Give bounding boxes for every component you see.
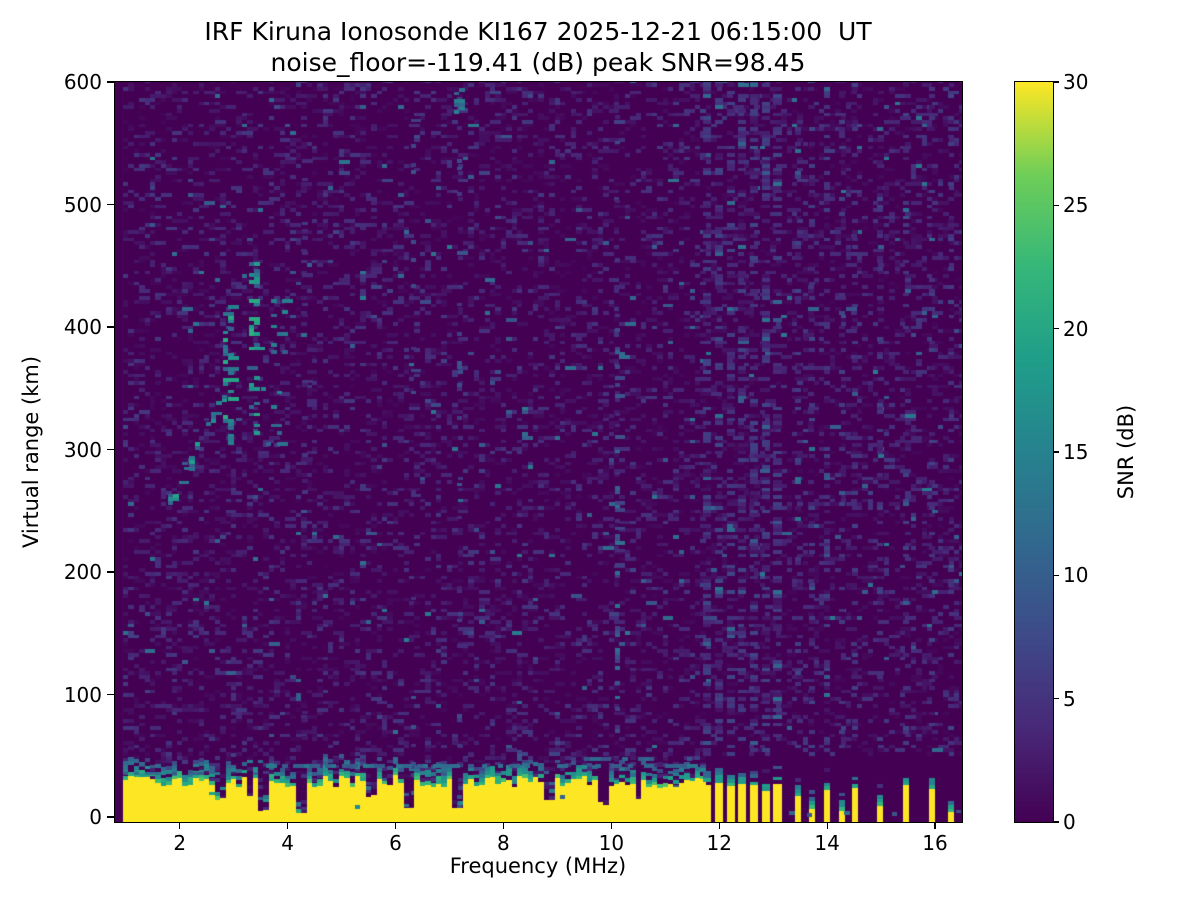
x-tick-mark <box>502 823 505 829</box>
colorbar <box>1014 81 1054 823</box>
x-tick-mark <box>934 823 936 829</box>
x-tick-mark <box>718 823 720 829</box>
colorbar-tick-label: 25 <box>1063 193 1089 218</box>
colorbar-tick-label: 30 <box>1063 70 1089 94</box>
x-tick-mark <box>287 823 289 829</box>
colorbar-tick-mark <box>1053 698 1059 700</box>
x-tick-label: 8 <box>497 831 510 855</box>
x-tick-label: 2 <box>173 831 187 855</box>
colorbar-label: SNR (dB) <box>1114 404 1138 500</box>
x-tick-mark <box>610 823 613 829</box>
colorbar-tick-label: 0 <box>1063 810 1076 834</box>
y-tick-mark <box>107 203 114 206</box>
x-axis-label: Frequency (MHz) <box>449 854 627 878</box>
x-tick-label: 14 <box>814 831 840 855</box>
y-tick-mark <box>107 571 114 573</box>
x-tick-mark <box>179 823 181 829</box>
x-tick-label: 12 <box>706 831 732 855</box>
x-tick-label: 4 <box>281 831 294 855</box>
y-tick-mark <box>107 693 114 696</box>
colorbar-tick-label: 5 <box>1063 686 1076 711</box>
y-tick-label: 200 <box>63 560 102 585</box>
y-tick-label: 500 <box>63 192 102 217</box>
y-tick-mark <box>107 326 114 328</box>
y-tick-label: 300 <box>63 437 102 462</box>
y-axis-label: Virtual range (km) <box>19 355 43 549</box>
plot-area <box>114 81 963 823</box>
y-tick-label: 400 <box>63 315 102 340</box>
y-tick-mark <box>107 448 114 451</box>
chart-title: IRF Kiruna Ionosonde KI167 2025-12-21 06… <box>204 17 872 46</box>
y-tick-mark <box>107 81 114 83</box>
x-tick-mark <box>394 823 397 829</box>
colorbar-gradient-canvas <box>1015 82 1053 822</box>
ionogram-heatmap-canvas <box>115 82 962 822</box>
x-tick-label: 6 <box>389 831 402 855</box>
colorbar-tick-mark <box>1053 451 1059 453</box>
colorbar-tick-mark <box>1053 328 1059 330</box>
y-tick-label: 0 <box>89 805 102 830</box>
colorbar-tick-label: 10 <box>1063 563 1089 588</box>
x-tick-mark <box>826 823 828 829</box>
colorbar-tick-mark <box>1053 204 1059 207</box>
y-tick-label: 100 <box>63 682 102 707</box>
y-tick-label: 600 <box>63 70 102 94</box>
x-tick-label: 10 <box>598 831 625 855</box>
y-tick-mark <box>107 816 114 818</box>
colorbar-tick-mark <box>1053 821 1059 823</box>
x-tick-label: 16 <box>922 831 948 855</box>
chart-subtitle: noise_floor=-119.41 (dB) peak SNR=98.45 <box>270 48 806 77</box>
colorbar-tick-mark <box>1053 574 1059 577</box>
colorbar-tick-mark <box>1053 81 1059 83</box>
colorbar-tick-label: 20 <box>1063 316 1089 341</box>
colorbar-tick-label: 15 <box>1063 440 1089 464</box>
